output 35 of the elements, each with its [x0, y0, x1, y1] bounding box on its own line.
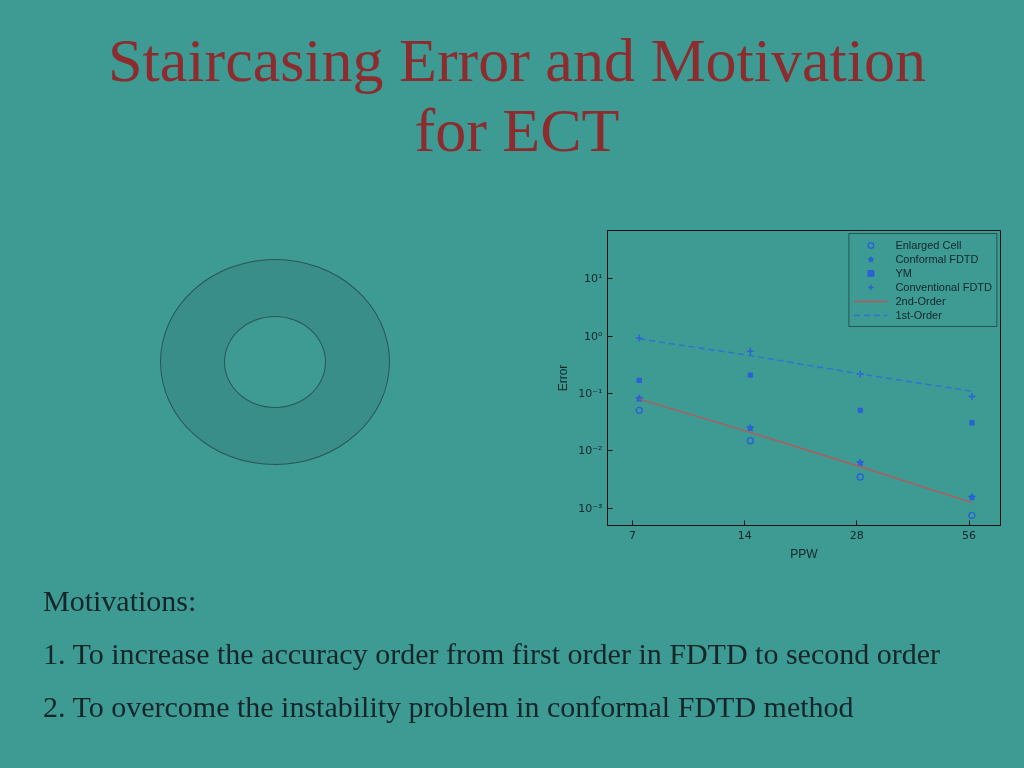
legend-label: Conformal FDTD	[895, 252, 979, 266]
legend-label: Conventional FDTD	[895, 280, 992, 294]
point	[636, 377, 642, 384]
legend-label: 2nd-Order	[895, 294, 946, 308]
legend-label: Enlarged Cell	[895, 238, 962, 252]
y-tick-label: 10⁻²	[578, 444, 603, 458]
point	[856, 473, 864, 481]
y-axis-title: Error	[556, 364, 571, 392]
point	[967, 392, 977, 401]
point	[747, 372, 754, 378]
y-tick-label: 10⁻³	[578, 501, 603, 515]
point	[746, 437, 755, 445]
point	[857, 407, 863, 414]
x-axis-title: PPW	[790, 546, 819, 561]
text: 1. To increase the accuracy order from first order in FDTD to second order	[43, 636, 941, 672]
x-tick-label: 56	[962, 528, 977, 542]
line-series	[638, 338, 973, 392]
point	[968, 511, 976, 520]
y-tick-label: 10⁰	[584, 329, 604, 343]
legend-label: YM	[895, 266, 913, 280]
point	[635, 406, 643, 415]
point	[969, 420, 975, 426]
x-tick-label: 28	[849, 528, 864, 542]
y-tick-label: 10¹	[584, 272, 603, 286]
point	[746, 423, 755, 432]
point	[967, 493, 976, 501]
x-tick-label: 14	[737, 528, 752, 542]
legend-label: 1st-Order	[895, 308, 942, 322]
x-tick-label: 7	[628, 528, 636, 542]
text: Motivations:	[43, 583, 198, 619]
point	[856, 458, 865, 467]
text: 2. To overcome the instability problem in conformal FDTD method	[43, 689, 855, 725]
chart-title: Staircasing Error and Motivation for ECT	[107, 25, 927, 165]
point	[746, 346, 755, 356]
y-tick-label: 10⁻¹	[578, 387, 603, 401]
